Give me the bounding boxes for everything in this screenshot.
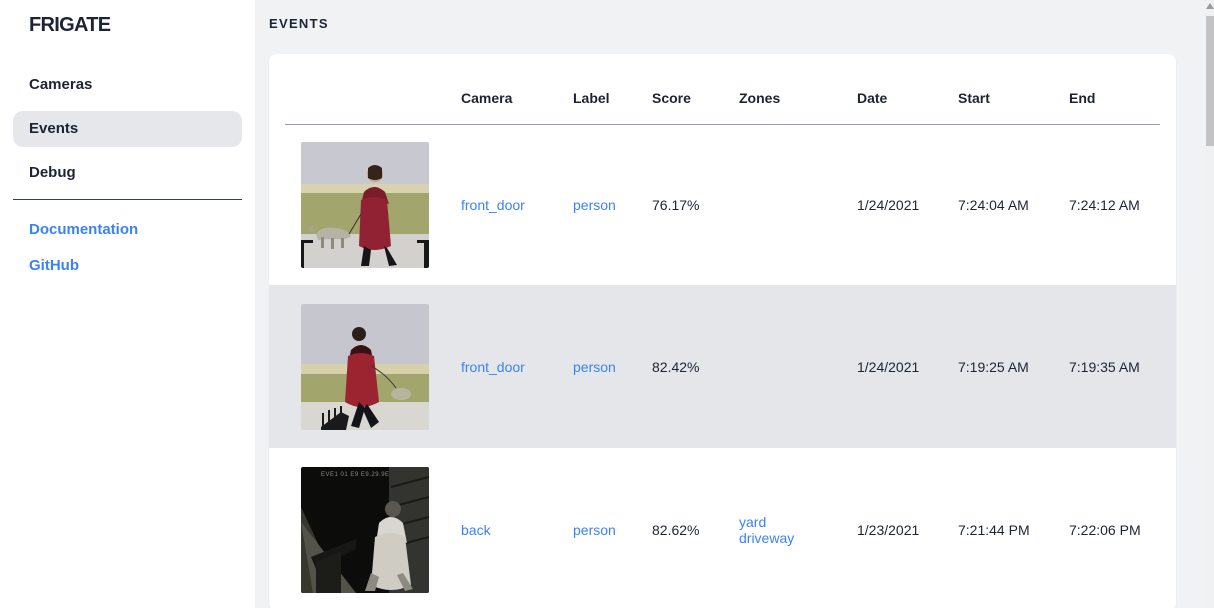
svg-text:EVE1 01 E9 E9.29.9E: EVE1 01 E9 E9.29.9E [321,472,390,478]
